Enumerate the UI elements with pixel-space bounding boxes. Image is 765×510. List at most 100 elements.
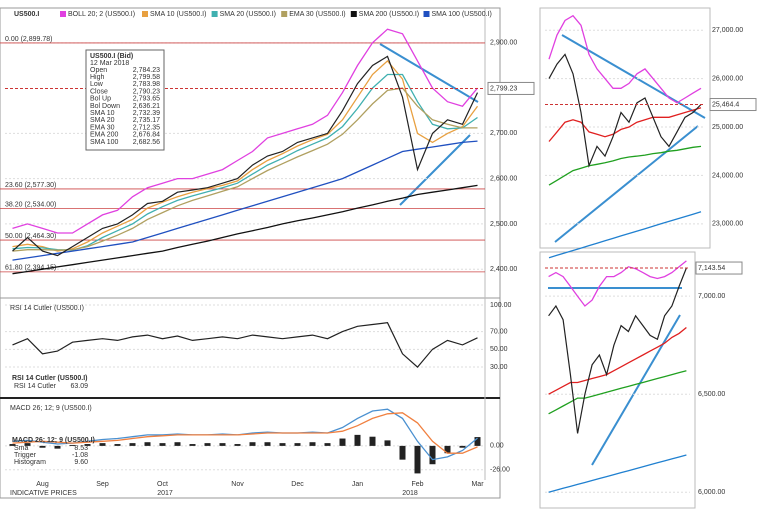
info-label: SMA 100 — [90, 139, 119, 146]
panel-legend-title: RSI 14 Cutler (US500.I) — [12, 375, 87, 382]
histogram-bar — [444, 445, 451, 454]
series-line — [548, 260, 687, 307]
price-line — [548, 267, 687, 434]
x-tick-label: Oct — [157, 481, 168, 488]
legend-label: BOLL 20; 2 (US500.I) — [68, 11, 135, 18]
legend-label: Histogram — [14, 459, 46, 466]
histogram-bar — [189, 444, 196, 446]
x-tick-label: Aug — [36, 481, 49, 488]
x-tick-label: Mar — [471, 481, 484, 488]
chart-title: US500.I — [14, 11, 39, 18]
info-value: 2,735.17 — [133, 117, 160, 124]
right-top-frame — [539, 7, 711, 249]
last-price-box — [487, 81, 535, 95]
y-tick-label: 70.00 — [490, 328, 508, 335]
series-line — [12, 412, 478, 454]
histogram-bar — [384, 440, 391, 446]
info-label: Open — [90, 67, 107, 74]
info-label: Bol Down — [90, 103, 120, 110]
y-tick-label: 23,000.00 — [712, 221, 743, 228]
y-tick-label: 26,000.00 — [712, 75, 743, 82]
histogram-bar — [414, 445, 421, 474]
y-tick-label: 0.00 — [490, 443, 504, 450]
y-tick-label: 2,400.00 — [490, 266, 517, 273]
legend-label: SMA 100 (US500.I) — [432, 11, 492, 18]
trend-line — [379, 43, 479, 103]
series-line — [12, 73, 478, 251]
fib-label: 0.00 (2,899.78) — [5, 36, 52, 43]
histogram-bar — [24, 443, 31, 446]
info-value: 2,783.98 — [133, 81, 160, 88]
trend-line — [399, 134, 471, 206]
series-line — [548, 14, 702, 104]
histogram-bar — [99, 443, 106, 446]
y-tick-label: 7,000.00 — [698, 293, 725, 300]
histogram-bar — [39, 445, 46, 448]
info-label: Low — [90, 81, 104, 88]
histogram-bar — [474, 437, 481, 446]
y-tick-label: 2,500.00 — [490, 221, 517, 228]
legend-label: SMA 10 (US500.I) — [150, 11, 206, 18]
legend-value: 63.09 — [70, 383, 88, 390]
histogram-bar — [294, 443, 301, 446]
y-tick-label: 2,600.00 — [490, 175, 517, 182]
histogram-bar — [354, 434, 361, 446]
info-value: 2,676.84 — [133, 132, 160, 139]
histogram-bar — [369, 436, 376, 446]
y-tick-label: 50.00 — [490, 346, 508, 353]
legend-label: Trigger — [14, 452, 37, 459]
histogram-bar — [324, 443, 331, 446]
series-line — [548, 107, 702, 142]
y-tick-label: -26.00 — [490, 467, 510, 474]
info-label: SMA 10 — [90, 110, 115, 117]
legend-label: EMA 30 (US500.I) — [289, 11, 345, 18]
histogram-bar — [459, 445, 466, 448]
right-bottom-frame — [539, 251, 696, 509]
histogram-bar — [174, 442, 181, 446]
legend-label: SMA 20 (US500.I) — [220, 11, 276, 18]
info-box — [85, 49, 165, 151]
legend-swatch — [350, 11, 357, 17]
histogram-bar — [9, 444, 16, 446]
main-frame — [0, 7, 501, 499]
histogram-bar — [219, 443, 226, 446]
histogram-bar — [204, 443, 211, 446]
legend-swatch — [281, 11, 288, 17]
histogram-bar — [84, 444, 91, 446]
panel-title: MACD 26; 12; 9 (US500.I) — [10, 405, 92, 412]
legend-label: Sma — [14, 445, 29, 452]
legend-value: -1.08 — [72, 452, 88, 459]
histogram-bar — [114, 444, 121, 446]
footer: INDICATIVE PRICES — [10, 490, 77, 497]
info-value: 2,682.56 — [133, 139, 160, 146]
info-label: Bol Up — [90, 96, 111, 103]
last-price-label: 25,464.4 — [712, 101, 739, 108]
info-value: 2,636.21 — [133, 103, 160, 110]
histogram-bar — [69, 444, 76, 446]
y-tick-label: 6,000.00 — [698, 489, 725, 496]
y-tick-label: 2,700.00 — [490, 130, 517, 137]
panel-title: RSI 14 Cutler (US500.I) — [10, 305, 84, 312]
legend-swatch — [142, 11, 148, 17]
y-tick-label: 24,000.00 — [712, 172, 743, 179]
y-tick-label: 6,500.00 — [698, 391, 725, 398]
legend-value: 8.53 — [74, 445, 88, 452]
x-tick-label: Dec — [291, 481, 304, 488]
legend-label: RSI 14 Cutler — [14, 383, 57, 390]
series-line — [548, 454, 687, 493]
histogram-bar — [159, 443, 166, 446]
last-price-label: 7,143.54 — [698, 265, 725, 272]
info-value: 2,793.65 — [133, 96, 160, 103]
legend-swatch — [60, 11, 66, 17]
trend-line — [554, 125, 699, 243]
histogram-bar — [339, 438, 346, 446]
histogram-bar — [144, 442, 151, 446]
panel-legend-title: MACD 26; 12; 9 (US500.I) — [12, 437, 95, 444]
histogram-bar — [234, 444, 241, 446]
histogram-bar — [309, 442, 316, 446]
series-line — [12, 59, 479, 252]
series-line — [12, 28, 479, 234]
legend-label: SMA 200 (US500.I) — [359, 11, 419, 18]
histogram-bar — [399, 445, 406, 460]
year-label: 2018 — [402, 490, 418, 497]
